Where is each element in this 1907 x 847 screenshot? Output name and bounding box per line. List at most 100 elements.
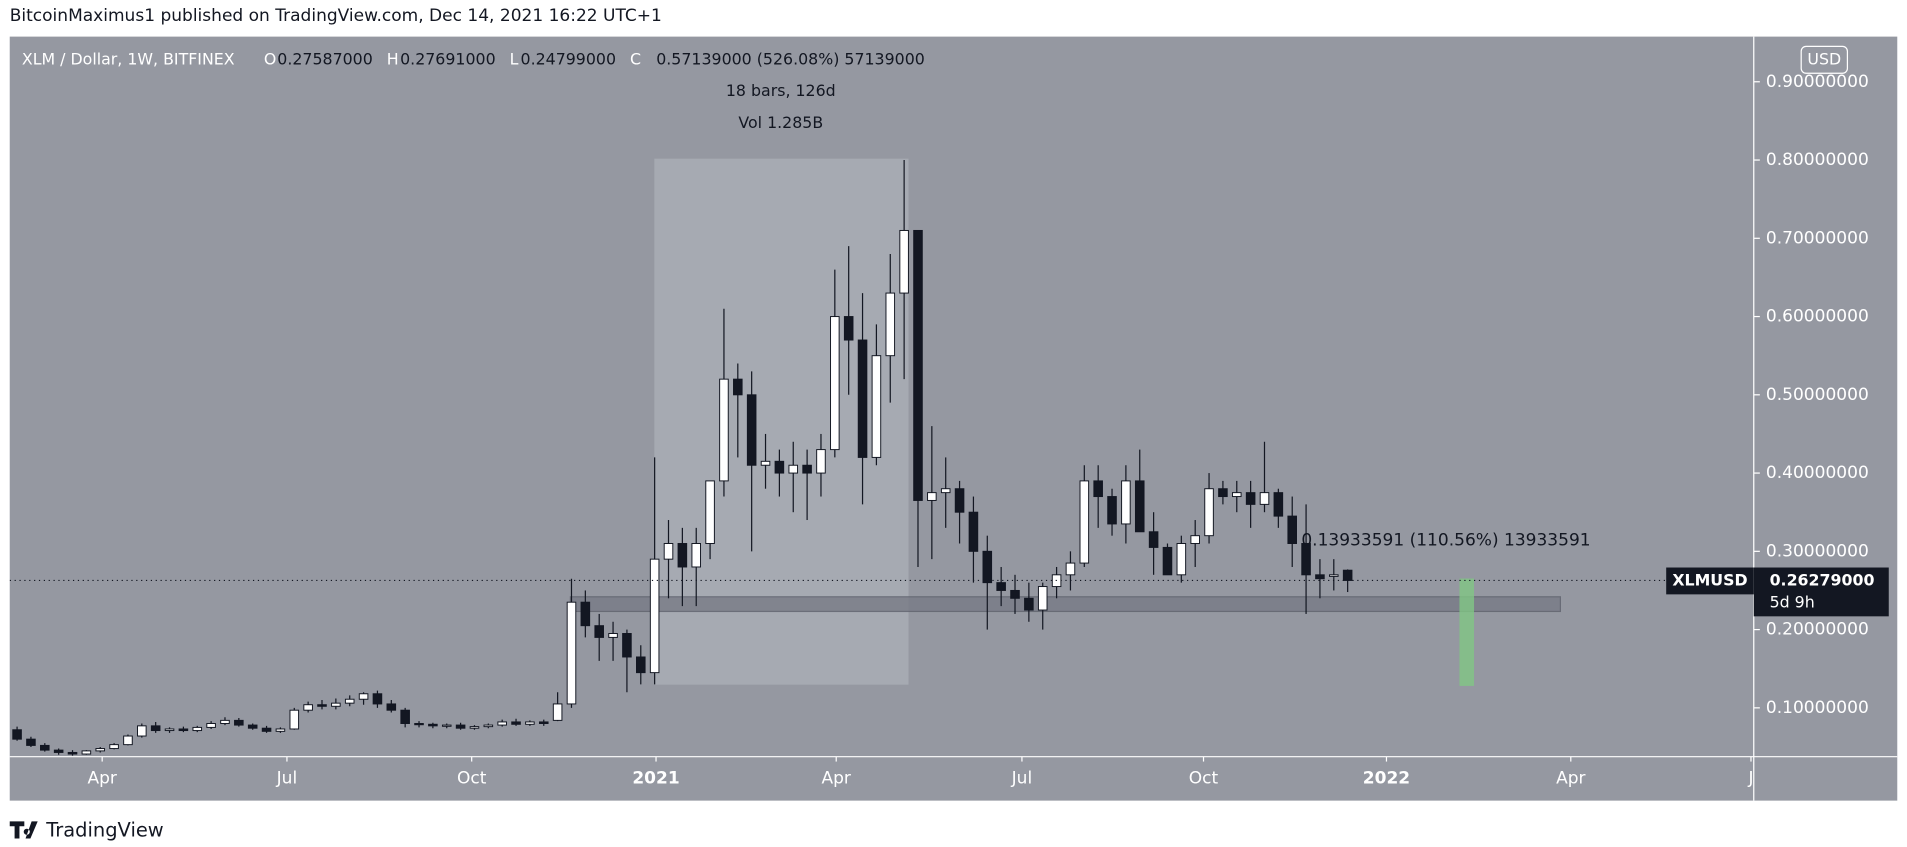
legend-l-label: L [510, 49, 519, 68]
candle-body [982, 550, 993, 584]
currency-button[interactable] [1800, 45, 1849, 74]
range-volume: Vol 1.285B [738, 113, 823, 132]
x-tick-label: Oct [1189, 769, 1219, 789]
y-tick-label: 0.20000000 [1766, 620, 1869, 640]
y-tick-label: 0.50000000 [1766, 385, 1869, 405]
symbol-tag-label: XLMUSD [1672, 570, 1747, 589]
candle-body [344, 698, 355, 704]
currency-label[interactable]: USD [1807, 49, 1841, 68]
candle-body [178, 728, 189, 732]
candle-body [1245, 492, 1256, 505]
candle-body [234, 719, 244, 726]
candle-body [1315, 574, 1325, 580]
publish-header: BitcoinMaximus1 published on TradingView… [10, 6, 662, 26]
candle-body [1231, 492, 1242, 498]
candle-body [927, 492, 937, 501]
y-tick-label: 0.40000000 [1766, 463, 1869, 483]
countdown: 5d 9h [1770, 592, 1815, 611]
candle-body [12, 729, 22, 740]
candle-body [830, 316, 840, 451]
candle-body [386, 703, 397, 711]
candle-body [81, 750, 92, 755]
candle-body [206, 723, 216, 728]
legend-h-label: H [387, 49, 399, 68]
chart-background [9, 36, 1898, 801]
candle-body [67, 751, 78, 755]
annotations: XLM / Dollar, 1W, BITFINEX O 0.27587000 … [22, 49, 1591, 550]
candle-body [261, 727, 272, 732]
candle-body [996, 582, 1006, 591]
candle-body [1190, 535, 1200, 544]
candle-body [497, 721, 507, 726]
candle-body [164, 728, 175, 732]
candle-body [1287, 515, 1297, 544]
candle-body [719, 378, 729, 482]
candle-body [580, 601, 591, 627]
candle-body [954, 488, 965, 513]
candle-body [857, 339, 868, 458]
candle-body [26, 738, 36, 746]
candle-body [552, 703, 563, 721]
candle-body [622, 633, 632, 658]
legend-o: 0.27587000 [277, 49, 373, 68]
x-tick-label: 2021 [632, 769, 679, 789]
candle-body [913, 229, 923, 501]
candle-body [1010, 589, 1020, 599]
last-price-label: 0.26279000 [1770, 570, 1875, 589]
legend-c-label: C [630, 49, 641, 68]
candle-body [483, 724, 494, 728]
y-tick-label: 0.30000000 [1766, 541, 1869, 561]
candle-body [746, 394, 757, 466]
legend-o-label: O [264, 49, 276, 68]
candle-body [275, 728, 286, 732]
candle-body [1024, 597, 1034, 611]
candle-body [594, 625, 604, 638]
candle-body [1079, 480, 1090, 564]
legend-h: 0.27691000 [400, 49, 496, 68]
candle-body [1093, 480, 1103, 498]
candle-body [414, 723, 424, 726]
candle-body [705, 480, 715, 544]
x-tick-label: J [1747, 769, 1753, 789]
x-tick-label: 2022 [1363, 769, 1410, 789]
candle-body [538, 721, 549, 724]
candle-body [1134, 480, 1145, 533]
candle-body [649, 558, 660, 674]
candle-body [566, 601, 577, 705]
support-zone [569, 596, 1561, 613]
legend-l: 0.24799000 [521, 49, 617, 68]
candle-body [968, 511, 979, 552]
candle-body [220, 719, 230, 724]
candle-body [372, 693, 383, 705]
candle-body [1259, 492, 1270, 505]
candle-body [1218, 488, 1228, 498]
tradingview-logo [9, 821, 38, 839]
candle-body [40, 744, 50, 751]
candle-body [1037, 586, 1048, 611]
candle-body [1148, 531, 1159, 548]
symbol-tag [1666, 567, 1754, 595]
candle-body [802, 464, 812, 474]
x-tick-label: Apr [1556, 769, 1586, 789]
last-price-tag [1753, 567, 1889, 617]
range-bars: 18 bars, 126d [726, 81, 836, 100]
candle-body [843, 316, 854, 341]
candle-body [358, 693, 369, 700]
candle-body [400, 709, 410, 724]
x-tick-label: Apr [87, 769, 117, 789]
candle-body [525, 721, 535, 725]
candle-body [1342, 569, 1353, 581]
candle-body [636, 656, 646, 674]
candle-body [441, 724, 452, 727]
candle-body [1329, 574, 1339, 577]
candle-body [317, 704, 327, 707]
candle-body [1107, 496, 1117, 525]
candle-body [247, 724, 258, 729]
candle-body [303, 704, 313, 711]
candle-body [677, 543, 688, 568]
x-tick-label: Oct [457, 769, 487, 789]
logo-icon [9, 821, 38, 839]
candle-body [1301, 543, 1311, 576]
